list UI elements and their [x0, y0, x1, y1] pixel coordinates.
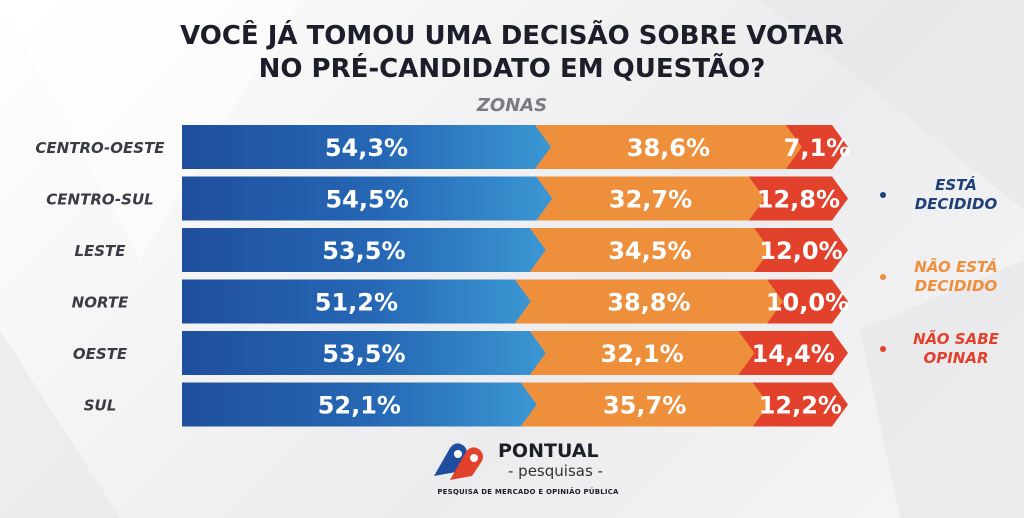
logo-tagline: PESQUISA DE MERCADO E OPINIÃO PÚBLICA	[437, 488, 619, 496]
bar-segment-nao-sabe	[767, 279, 848, 324]
bar-segment-nao-sabe	[738, 331, 848, 375]
legend-dot-icon	[880, 274, 886, 280]
category-label: LESTE	[74, 242, 126, 260]
legend-label: NÃO SABE OPINAR	[913, 330, 999, 367]
bar-segment-nao-decidido	[529, 331, 755, 375]
logo-name: PONTUAL	[498, 440, 599, 462]
category-label: OESTE	[73, 345, 128, 363]
bar-segment-nao-decidido	[536, 176, 765, 221]
value-label-nao-decidido: 32,1%	[600, 340, 683, 368]
legend-label: NÃO ESTÁ DECIDIDO	[914, 258, 998, 295]
bar-segment-decidido	[182, 125, 551, 169]
value-label-nao-sabe: 12,2%	[759, 392, 842, 420]
value-label-decidido: 53,5%	[322, 237, 405, 265]
value-label-nao-decidido: 32,7%	[609, 186, 692, 214]
pontual-logo: PONTUAL - pesquisas - PESQUISA DE MERCAD…	[428, 440, 628, 510]
bar-segment-nao-decidido	[529, 228, 770, 272]
bar-segment-decidido	[182, 176, 553, 221]
chart-title-line-1: VOCÊ JÁ TOMOU UMA DECISÃO SOBRE VOTAR	[180, 21, 844, 51]
legend-label: ESTÁ DECIDIDO	[914, 176, 998, 213]
bar-segment-decidido	[182, 331, 546, 375]
value-label-nao-decidido: 35,7%	[603, 392, 686, 420]
value-label-nao-decidido: 34,5%	[608, 237, 691, 265]
bar-segment-nao-sabe	[785, 125, 848, 169]
bar-segment-nao-sabe	[754, 228, 848, 272]
legend-dot-icon	[880, 192, 886, 198]
category-label: SUL	[84, 397, 117, 415]
bar-segment-nao-decidido	[520, 382, 769, 427]
category-label: CENTRO-SUL	[46, 191, 153, 209]
logo-subtitle: - pesquisas -	[508, 462, 603, 480]
chart-title: VOCÊ JÁ TOMOU UMA DECISÃO SOBRE VOTAR NO…	[0, 20, 1024, 86]
chart-title-line-2: NO PRÉ-CANDIDATO EM QUESTÃO?	[258, 54, 766, 84]
value-label-nao-sabe: 12,8%	[757, 186, 840, 214]
bar-segment-nao-decidido	[534, 125, 802, 169]
bar-segment-nao-decidido	[514, 279, 783, 324]
stacked-bar-chart: CENTRO-OESTE 54,3% 38,6% 7,1% CENTRO-SUL 54,5…	[35, 125, 851, 427]
legend-dot-icon	[880, 346, 886, 352]
pontual-logo-mark	[434, 443, 483, 480]
chart-subtitle: ZONAS	[476, 95, 548, 116]
category-label: CENTRO-OESTE	[35, 139, 165, 157]
value-label-nao-decidido: 38,6%	[627, 134, 710, 162]
bar-segment-decidido	[182, 279, 531, 324]
value-label-decidido: 54,5%	[325, 186, 408, 214]
bar-segment-nao-sabe	[748, 176, 848, 221]
value-label-decidido: 54,3%	[325, 134, 408, 162]
value-label-nao-sabe: 14,4%	[752, 340, 835, 368]
bar-segment-decidido	[182, 382, 537, 427]
value-label-nao-sabe: 12,0%	[759, 237, 842, 265]
value-label-decidido: 53,5%	[322, 340, 405, 368]
value-label-nao-sabe: 10,0%	[766, 289, 849, 317]
value-label-decidido: 52,1%	[318, 392, 401, 420]
bar-segment-nao-sabe	[752, 382, 848, 427]
value-label-decidido: 51,2%	[315, 289, 398, 317]
category-label: NORTE	[72, 294, 129, 312]
value-label-nao-decidido: 38,8%	[607, 289, 690, 317]
value-label-nao-sabe: 7,1%	[784, 134, 851, 162]
bar-segment-decidido	[182, 228, 546, 272]
